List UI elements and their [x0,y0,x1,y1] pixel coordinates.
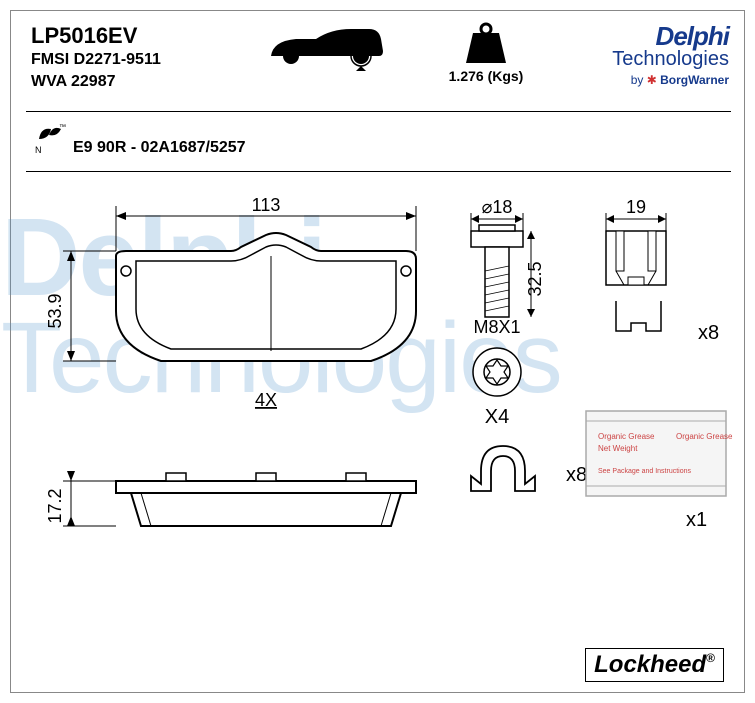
car-icon [261,21,391,71]
grease-packet: Organic Grease Net Weight Organic Grease… [586,411,733,531]
brand-logo: Delphi Technologies by ✱ BorgWarner [612,21,729,87]
spec-sheet-frame: Delphi Technologies LP5016EV FMSI D2271-… [10,10,745,693]
part-number: LP5016EV [31,23,137,49]
svg-text:N: N [35,145,42,155]
svg-text:Organic Grease: Organic Grease [676,432,733,441]
logo-line2: Technologies [612,48,729,71]
logo-byline: by ✱ BorgWarner [612,73,729,87]
clip-top-qty: x8 [698,322,719,344]
dim-height: 53.9 [45,293,65,328]
leaf-icon: N ™ [31,121,66,156]
clip-bottom: x8 [471,446,587,491]
clip-width: 19 [626,197,646,217]
svg-text:Organic Grease: Organic Grease [598,432,655,441]
bolt-thread: M8X1 [473,317,520,337]
bolt-drawing: ⌀18 32.5 [471,197,545,428]
brake-pad-side: 17.2 [45,471,416,526]
divider-2 [26,171,731,172]
fmsi-code: FMSI D2271-9511 [31,51,161,69]
dim-width: 113 [252,195,281,215]
technical-drawing: 113 53.9 4X [11,181,746,651]
brake-pad-front: 113 53.9 4X [45,195,416,410]
clip-bottom-qty: x8 [566,464,587,486]
certification-code: E9 90R - 02A1687/5257 [73,139,246,157]
divider-1 [26,111,731,112]
wva-code: WVA 22987 [31,73,115,91]
svg-text:See Package and Instructions: See Package and Instructions [598,468,692,475]
weight-icon: 1.276 (Kgs) [426,21,546,84]
dim-thickness: 17.2 [45,488,65,523]
bolt-qty: X4 [485,406,509,428]
weight-value: 1.276 (Kgs) [426,68,546,84]
svg-text:™: ™ [59,124,66,131]
svg-text:Net Weight: Net Weight [598,444,638,453]
clip-top: 19 x8 [606,197,719,344]
lockheed-logo: Lockheed® [585,648,724,682]
bolt-len: 32.5 [525,261,545,296]
packet-qty: x1 [686,509,707,531]
bolt-dia: ⌀18 [482,197,513,217]
pad-qty: 4X [255,390,277,410]
